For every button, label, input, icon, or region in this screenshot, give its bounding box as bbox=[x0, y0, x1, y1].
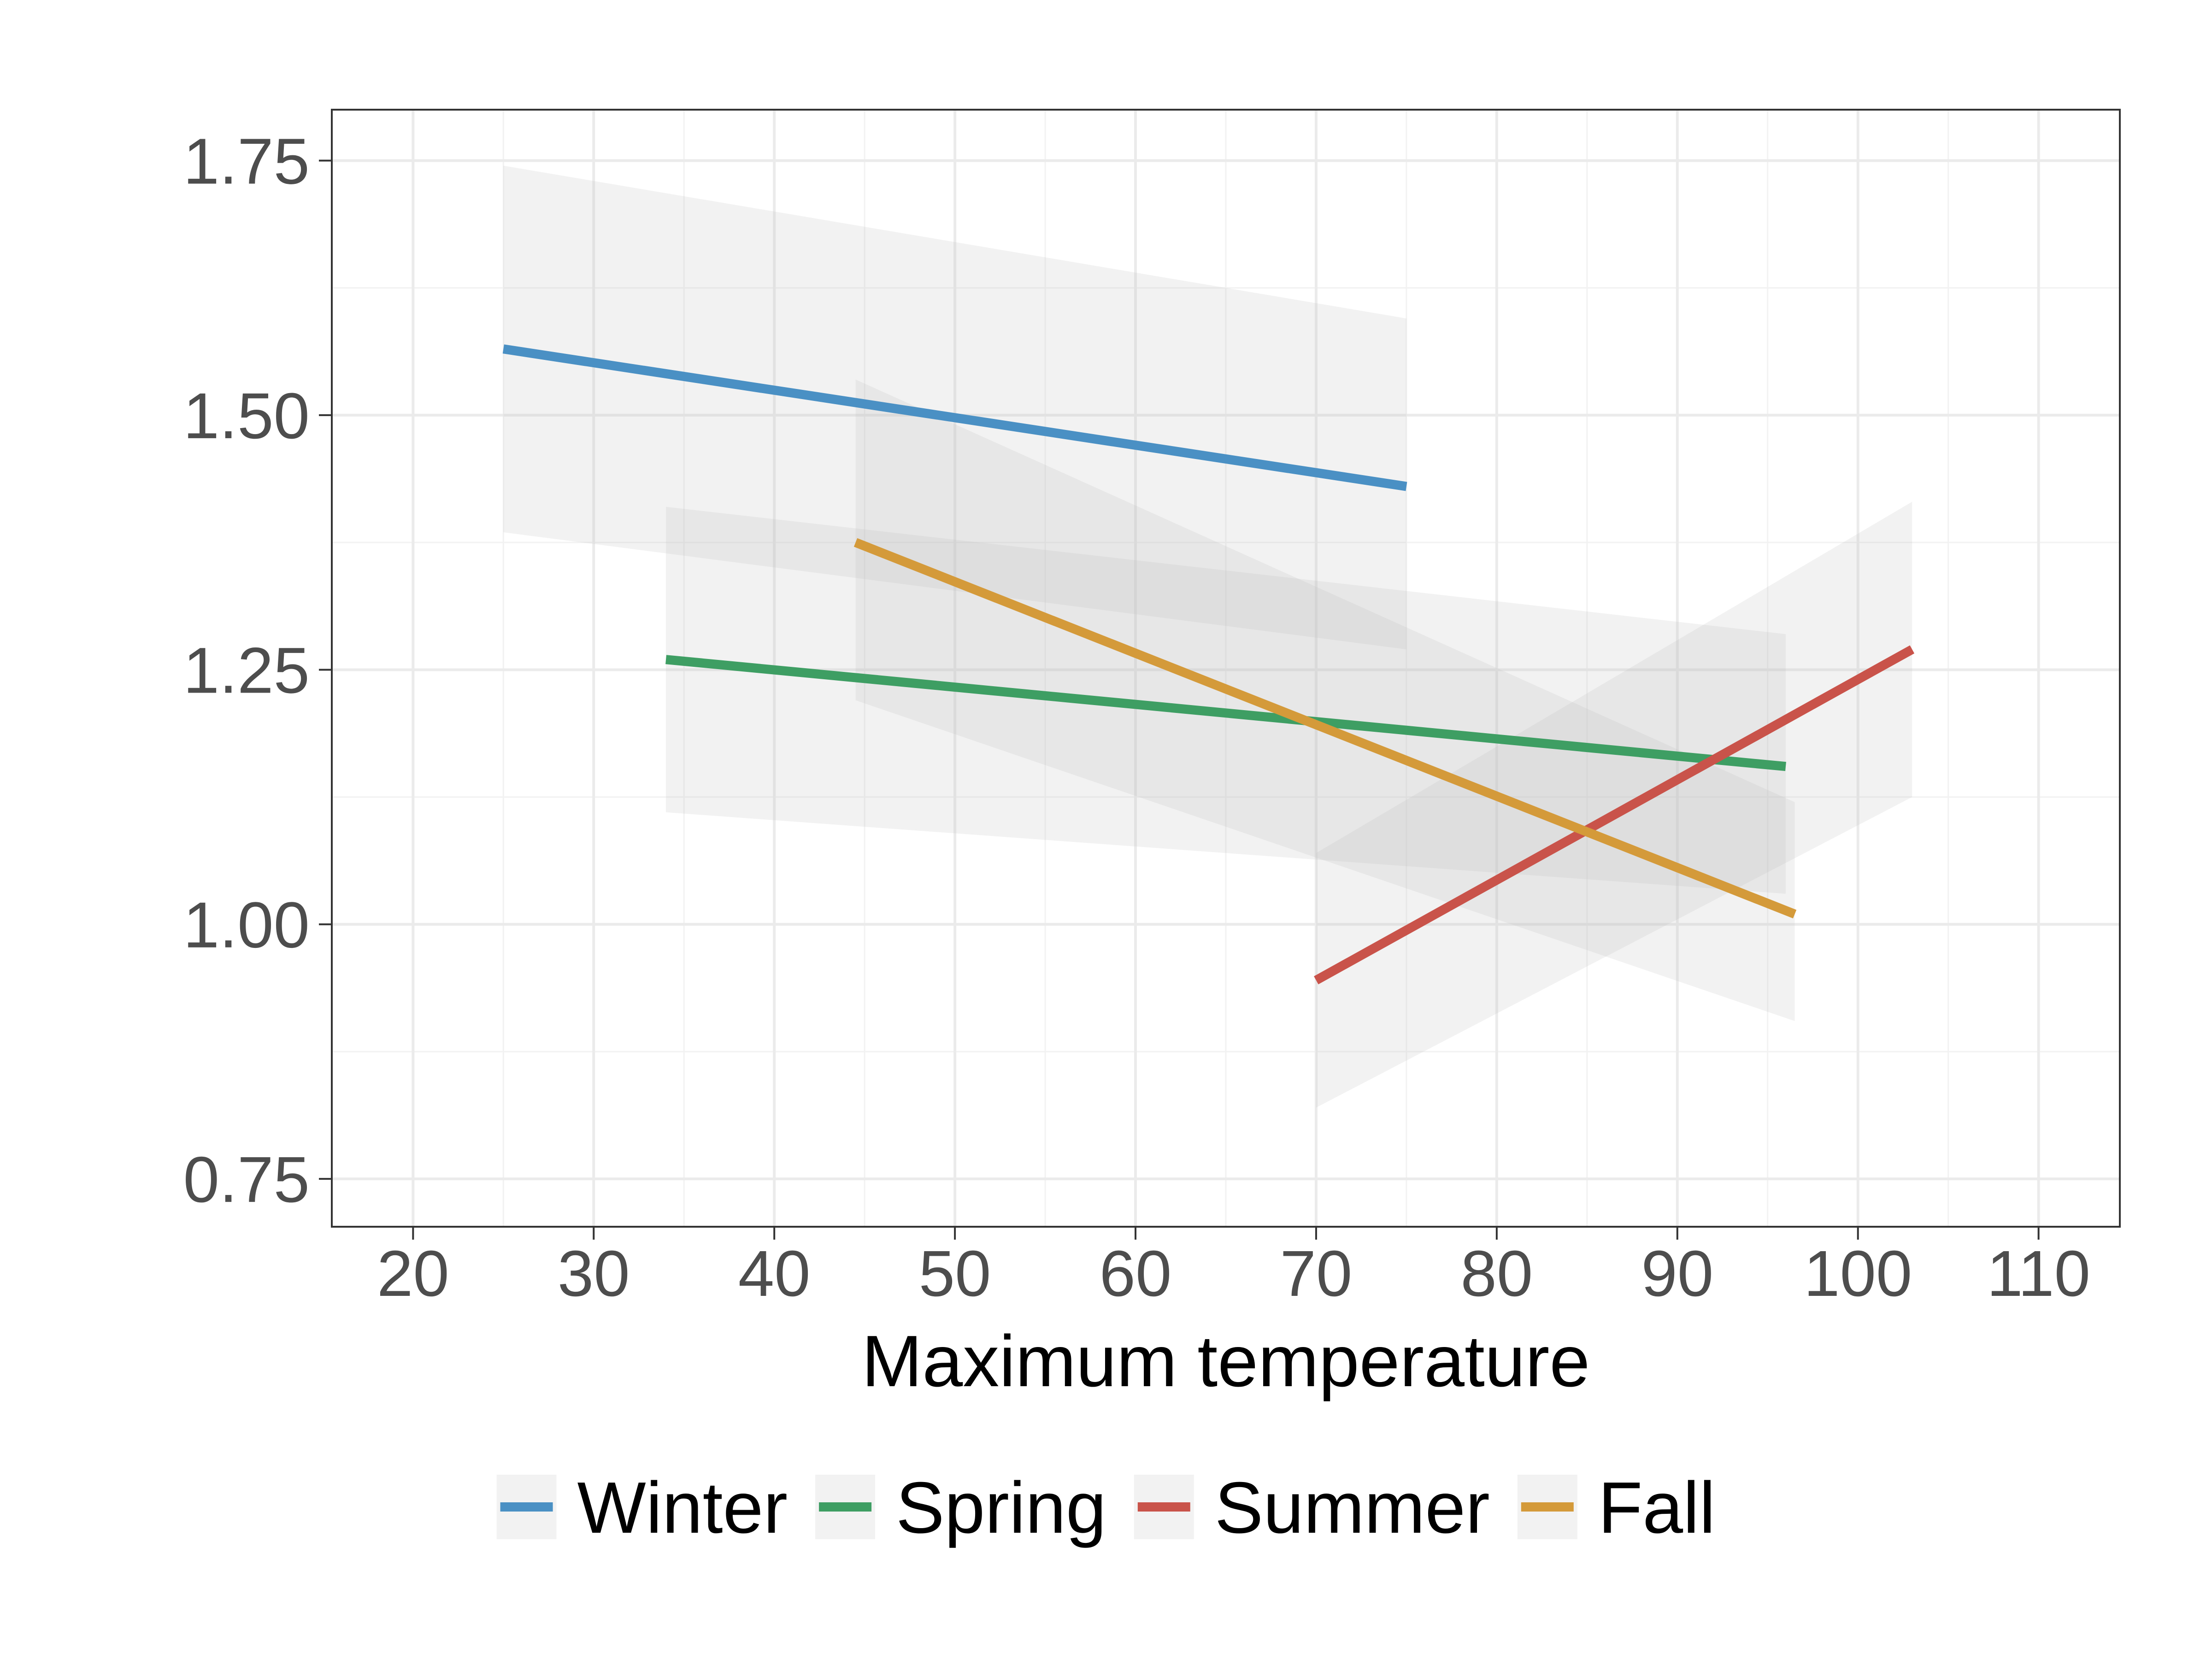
legend-label-summer: Summer bbox=[1215, 1467, 1490, 1548]
series-lines bbox=[502, 344, 1915, 985]
x-tick-label: 80 bbox=[1460, 1237, 1533, 1310]
x-tick-label: 100 bbox=[1804, 1237, 1912, 1310]
series-line-fall bbox=[853, 538, 1797, 918]
series-line-winter bbox=[502, 344, 1407, 491]
y-tick-label: 1.25 bbox=[183, 634, 310, 706]
grid-major bbox=[332, 110, 2120, 1227]
panel-border bbox=[331, 109, 2121, 1228]
legend: Winter Spring Summer Fall bbox=[496, 1467, 1716, 1548]
series-line-spring bbox=[665, 655, 1786, 771]
ribbon-fall bbox=[855, 379, 1795, 1021]
x-tick-label: 90 bbox=[1641, 1237, 1713, 1310]
legend-label-spring: Spring bbox=[896, 1467, 1106, 1548]
x-tick-label: 30 bbox=[558, 1237, 630, 1310]
ribbon-summer bbox=[1316, 501, 1912, 1108]
y-tick-label: 1.50 bbox=[183, 379, 310, 452]
y-tick-label: 1.75 bbox=[183, 124, 310, 197]
legend-label-winter: Winter bbox=[577, 1467, 788, 1548]
series-line-summer bbox=[1314, 645, 1915, 985]
ribbon-winter bbox=[503, 165, 1406, 650]
y-tick-label: 0.75 bbox=[183, 1143, 310, 1216]
x-tick-label: 60 bbox=[1100, 1237, 1172, 1310]
x-tick-label: 70 bbox=[1280, 1237, 1353, 1310]
x-axis-title: Maximum temperature bbox=[862, 1321, 1590, 1402]
y-tick-label: 1.00 bbox=[183, 888, 310, 961]
legend-label-fall: Fall bbox=[1598, 1467, 1716, 1548]
x-tick-label: 50 bbox=[919, 1237, 991, 1310]
x-tick-label: 110 bbox=[1987, 1237, 2090, 1310]
x-axis: 20 30 40 50 60 70 80 90 100 110 bbox=[377, 1227, 2090, 1310]
grid-minor bbox=[332, 110, 2120, 1227]
x-tick-label: 20 bbox=[377, 1237, 449, 1310]
y-axis: 0.75 1.00 1.25 1.50 1.75 bbox=[183, 124, 332, 1216]
confidence-ribbons bbox=[503, 165, 1912, 1108]
x-tick-label: 40 bbox=[738, 1237, 811, 1310]
